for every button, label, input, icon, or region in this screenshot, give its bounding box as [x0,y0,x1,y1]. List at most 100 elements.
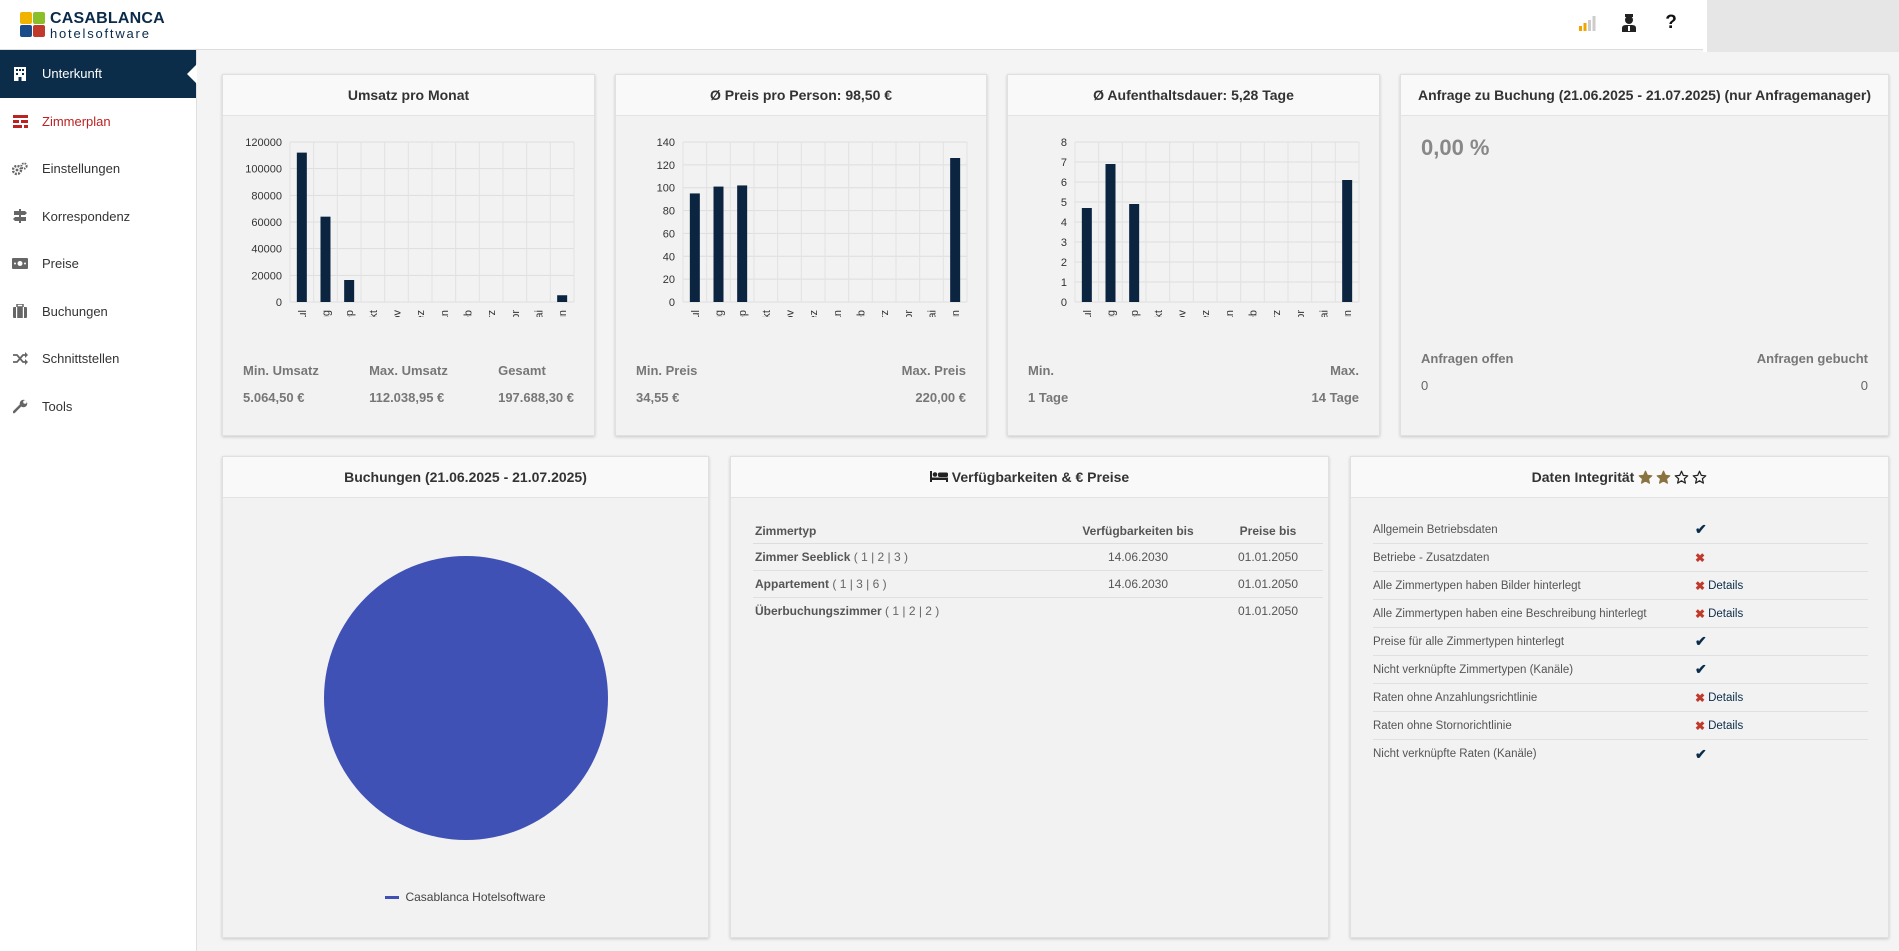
availability-title: Verfügbarkeiten & € Preise [951,469,1130,485]
stay-panel: Ø Aufenthaltsdauer: 5,28 Tage 0 1 2 3 4 5 6 7 8 J… [1007,74,1380,436]
table-row: Überbuchungszimmer ( 1 | 2 | 2 ) 01.01.2… [753,598,1323,625]
details-link[interactable]: Details [1708,579,1744,592]
integrity-status: ✖ [1695,551,1705,565]
stat-value: 1 Tage [1028,390,1069,405]
bar[interactable] [1129,204,1140,302]
room-type-counts: ( 1 | 3 | 6 ) [832,577,887,591]
star-empty-icon [1674,470,1689,484]
sidebar-item-korrespondenz[interactable]: Korrespondenz [0,193,196,241]
y-tick-label: 140 [657,137,675,149]
bar[interactable] [950,158,961,302]
price-panel: Ø Preis pro Person: 98,50 € 0 20 40 60 80 100… [615,74,987,436]
sidebar-item-label: Buchungen [42,303,108,319]
support-agent-icon[interactable] [1619,12,1639,34]
x-tick-label: Jan [1224,310,1236,317]
integrity-row: Allgemein Betriebsdaten ✔ [1373,516,1868,544]
integrity-title: Daten Integrität [1531,469,1635,485]
details-link[interactable]: Details [1708,607,1744,620]
x-tick-label: Nov [785,310,797,317]
y-tick-label: 0 [276,297,282,309]
stat-label: Anfragen gebucht [1756,351,1868,366]
logo-mark [20,12,46,38]
signal-icon[interactable] [1577,12,1597,34]
bar[interactable] [1081,208,1092,302]
integrity-row: Nicht verknüpfte Raten (Kanäle) ✔ [1373,740,1868,768]
sidebar-item-einstellungen[interactable]: Einstellungen [0,145,196,193]
integrity-row: Alle Zimmertypen haben eine Beschreibung… [1373,600,1868,628]
x-tick-label: Jun [1342,310,1354,317]
price-chart: 0 20 40 60 80 100 120 140 Jul Aug Sep Okt Nov Dez Jan F… [657,137,968,317]
star-filled-icon [1656,470,1671,484]
bar[interactable] [1105,164,1116,302]
stat-label: Gesamt [498,363,546,378]
bar[interactable] [344,280,355,302]
table-row: Zimmer Seeblick ( 1 | 2 | 3 ) 14.06.2030… [753,543,1323,571]
stay-stats: Min. 1 Tage Max. 14 Tage [1028,363,1359,405]
pie-legend: Casablanca Hotelsoftware [223,890,708,904]
details-link[interactable]: Details [1708,719,1744,732]
inquiry-panel: Anfrage zu Buchung (21.06.2025 - 21.07.2… [1400,74,1889,436]
x-tick-label: Apr [1295,310,1307,317]
x-tick-label: Aug [1106,310,1118,317]
bar[interactable] [557,295,568,302]
x-tick-label: Jul [690,310,702,317]
x-tick-label: Jun [557,310,569,317]
sidebar-item-label: Unterkunft [42,66,102,82]
integrity-label: Nicht verknüpfte Raten (Kanäle) [1373,748,1537,760]
x-tick-label: Okt [761,310,773,317]
stat-value: 197.688,30 € [498,390,574,405]
x-tick-label: Feb [856,310,868,317]
integrity-status: ✖ Details [1695,691,1743,705]
bar[interactable] [296,152,307,302]
bar[interactable] [737,185,748,302]
x-tick-label: Sep [737,310,749,317]
bar[interactable] [1342,180,1353,302]
help-label: ? [1665,12,1677,33]
y-tick-label: 100 [657,183,675,195]
x-tick-label: Mrz [486,310,498,317]
sidebar-item-label: Preise [42,256,79,272]
pie-slice[interactable] [324,556,608,840]
chart-grid [682,141,968,303]
y-tick-label: 40 [663,251,675,263]
integrity-label: Raten ohne Stornorichtlinie [1373,719,1512,732]
sidebar-item-schnittstellen[interactable]: Schnittstellen [0,335,196,383]
panel-title: Ø Preis pro Person: 98,50 € [616,75,986,116]
x-tick-label: Apr [903,310,915,317]
sidebar-item-preise[interactable]: Preise [0,240,196,288]
sidebar-item-zimmerplan[interactable]: Zimmerplan [0,98,196,146]
sidebar-item-buchungen[interactable]: Buchungen [0,288,196,336]
x-tick-label: Jun [950,310,962,317]
bar[interactable] [689,193,700,302]
check-icon: ✔ [1695,521,1707,537]
revenue-chart: 0 20000 40000 60000 80000 100000 120000 Jul Aug S… [245,137,575,317]
stay-chart: 0 1 2 3 4 5 6 7 8 Jul Aug Sep Okt Nov Dez Jan Feb Mrz Apr M… [1061,137,1360,317]
stat-value: 112.038,95 € [369,390,445,405]
x-tick-label: Aug [714,310,726,317]
y-tick-label: 40000 [251,244,282,256]
x-tick-label: Jan [439,310,451,317]
rating-stars [1638,470,1707,485]
sidebar: Unterkunft Zimmerplan Einstellungen Korr… [0,50,197,951]
details-link[interactable]: Details [1708,691,1744,704]
logo[interactable]: CASABLANCA hotelsoftware [20,10,180,41]
building-icon [12,66,28,82]
x-tick-label: Mai [1319,310,1331,317]
x-tick-label: Mrz [1271,310,1283,317]
integrity-label: Allgemein Betriebsdaten [1373,523,1498,536]
help-icon[interactable]: ? [1661,12,1681,34]
sidebar-item-tools[interactable]: Tools [0,383,196,431]
table-row: Appartement ( 1 | 3 | 6 ) 14.06.2030 01.… [753,570,1323,598]
stat-value: 0 [1860,378,1868,393]
gears-icon [12,161,28,177]
bar[interactable] [320,216,331,302]
integrity-row: Betriebe - Zusatzdaten ✖ [1373,544,1868,572]
room-type-name: Appartement [755,577,830,591]
y-tick-label: 20 [663,274,675,286]
inquiry-percent: 0,00 % [1421,135,1490,160]
bar[interactable] [713,186,724,302]
sidebar-item-unterkunft[interactable]: Unterkunft [0,50,197,98]
integrity-label: Nicht verknüpfte Zimmertypen (Kanäle) [1373,663,1574,676]
x-tick-label: Nov [1177,310,1189,317]
panel-title: Umsatz pro Monat [223,75,594,116]
